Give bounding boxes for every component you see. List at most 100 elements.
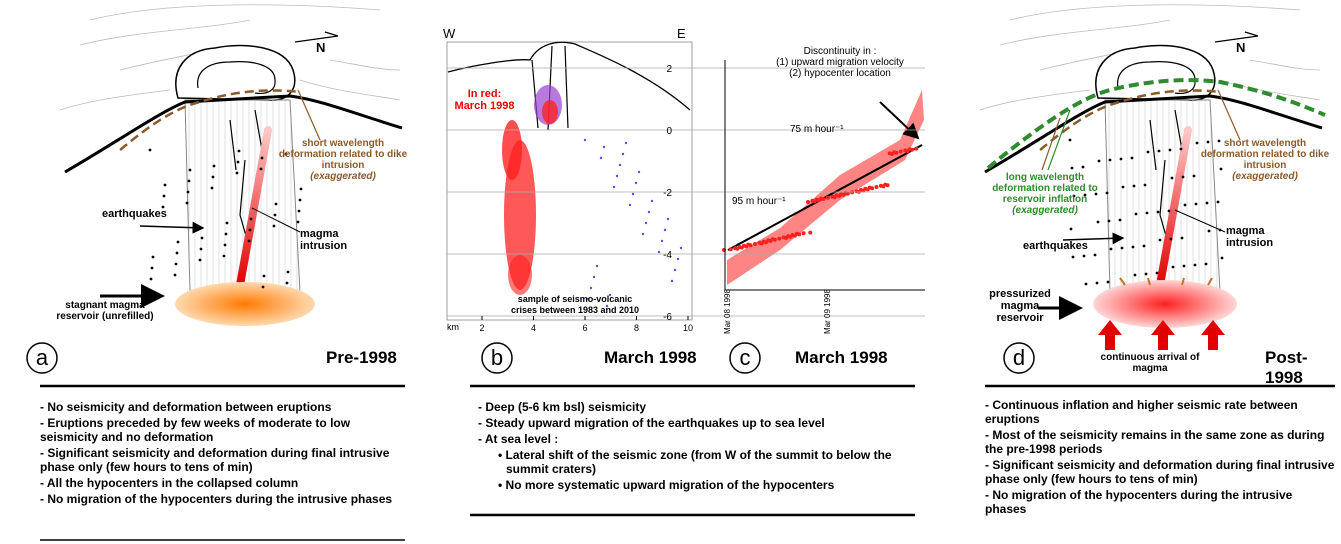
decoration-dot (1121, 185, 1125, 189)
note: (exaggerated) (310, 171, 376, 182)
letter-circle (481, 342, 513, 374)
decoration-dot (1083, 193, 1087, 197)
x-tick-label: 6 (582, 323, 587, 333)
decoration-dot (1119, 157, 1123, 161)
decoration-dot (235, 171, 239, 175)
dike-label: short wavelength deformation related to … (1200, 138, 1330, 182)
decoration-dot (741, 243, 746, 248)
decoration-dot (1192, 174, 1196, 178)
decoration-dot (1207, 229, 1211, 233)
decoration-dot (1094, 192, 1098, 196)
decoration-dot (854, 189, 859, 194)
decoration-dot (850, 190, 855, 195)
panel-letter: c (740, 345, 751, 370)
decoration-dot (599, 156, 603, 160)
decoration-dot (746, 242, 751, 247)
decoration-dot (1217, 139, 1221, 143)
decoration-dot (148, 148, 152, 152)
decoration-dot (1093, 253, 1097, 257)
decoration-dot (679, 246, 683, 250)
decoration-dot (284, 152, 288, 156)
decoration-dot (174, 262, 178, 266)
decoration-dot (592, 275, 596, 279)
decoration-dot (595, 264, 599, 268)
decoration-dot (663, 228, 667, 232)
decoration-dot (887, 151, 892, 156)
decoration-dot (185, 201, 189, 205)
label: short wavelength deformation related to … (1200, 138, 1330, 171)
panel-letter: b (491, 345, 503, 370)
decoration-dot (608, 293, 612, 297)
x-tick-label: Mar 08 1998 (723, 289, 732, 334)
decoration-dot (175, 251, 179, 255)
decoration-dot (761, 239, 766, 244)
decoration-dot (898, 149, 903, 154)
decoration-dot (1069, 227, 1073, 231)
decoration-dot (1171, 265, 1175, 269)
bullet: - No migration of the hypocenters during… (40, 492, 393, 506)
decoration-dot (634, 181, 638, 185)
decoration-dot (1120, 246, 1124, 250)
decoration-dot (790, 233, 795, 237)
decoration-dot (878, 183, 883, 188)
bullet: - At sea level : (478, 432, 559, 446)
decoration-dot (1132, 184, 1136, 188)
label: continuous arrival of magma (1100, 352, 1200, 374)
decoration-dot (225, 221, 229, 225)
decoration-dot (1205, 201, 1209, 205)
decoration-dot (589, 286, 593, 290)
decoration-dot (673, 268, 677, 272)
decoration-dot (274, 202, 278, 206)
decoration-dot (859, 188, 863, 192)
bullet: - Continuous inflation and higher seismi… (985, 398, 1298, 426)
decoration-dot (1095, 281, 1099, 285)
decoration-dot (1204, 262, 1208, 266)
decoration-dot (248, 228, 252, 232)
decoration-dot (1157, 149, 1161, 153)
panel-d-sketch (979, 4, 1326, 350)
bullet: - Significant seismicity and deformation… (985, 458, 1335, 486)
y-tick-label: 0 (666, 126, 672, 137)
decoration-dot (733, 246, 738, 251)
decoration-dot (637, 170, 641, 174)
decoration-dot (641, 232, 645, 236)
decoration-dot (1134, 212, 1138, 216)
decoration-dot (867, 185, 872, 190)
x-tick-label: 10 (683, 323, 693, 333)
inflation-label: long wavelength deformation related to r… (980, 172, 1110, 216)
panel-letter: a (36, 345, 49, 370)
decoration-dot (839, 192, 844, 197)
discontinuity-line: (1) upward migration velocity (776, 57, 904, 68)
decoration-dot (199, 247, 203, 251)
decoration-dot (628, 203, 632, 207)
label: magma intrusion (300, 228, 348, 252)
decoration-dot (1081, 165, 1085, 169)
label: short wavelength deformation related to … (278, 138, 408, 171)
decoration-dot (777, 236, 782, 241)
decoration-dot (1071, 255, 1075, 259)
decoration-dot (299, 187, 303, 191)
note: (exaggerated) (1232, 171, 1298, 182)
decoration-dot (163, 183, 167, 187)
decoration-dot (1170, 176, 1174, 180)
decoration-dot (1168, 148, 1172, 152)
decoration-dot (1195, 141, 1199, 145)
decoration-dot (757, 240, 762, 245)
decoration-dot (1105, 191, 1109, 195)
letter-circle (729, 342, 761, 374)
decoration-dot (149, 277, 153, 281)
decoration-dot (1155, 271, 1159, 275)
decoration-dot (176, 240, 180, 244)
letter-circle (1003, 342, 1035, 374)
decoration-dot (1097, 159, 1101, 163)
decoration-dot (173, 273, 177, 277)
note: (exaggerated) (1012, 205, 1078, 216)
decoration-dot (224, 232, 228, 236)
decoration-dot (1146, 150, 1150, 154)
decoration-dot (810, 198, 815, 203)
decoration-dot (770, 237, 775, 242)
decoration-dot (1118, 218, 1122, 222)
decoration-dot (1193, 263, 1197, 267)
decoration-dot (286, 270, 290, 274)
decoration-dot (198, 258, 202, 262)
